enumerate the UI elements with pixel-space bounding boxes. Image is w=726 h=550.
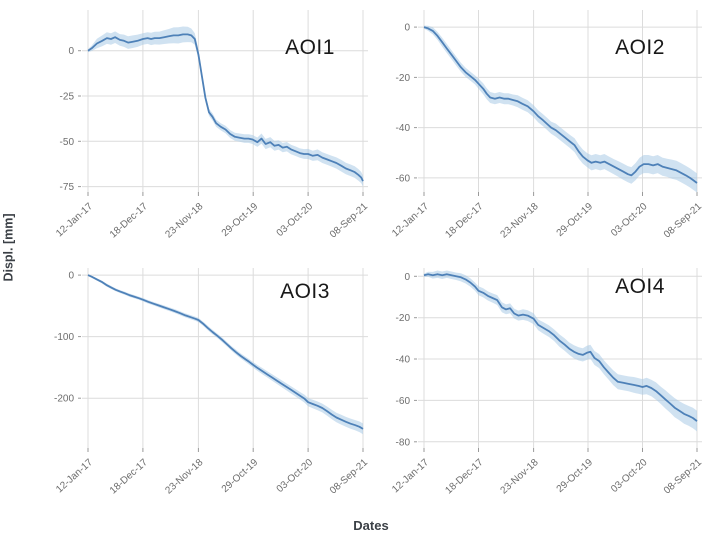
svg-text:12-Jan-17: 12-Jan-17 (54, 201, 95, 240)
svg-text:08-Sep-21: 08-Sep-21 (662, 201, 704, 241)
svg-text:-60: -60 (396, 173, 411, 184)
svg-text:08-Sep-21: 08-Sep-21 (662, 457, 704, 497)
svg-text:29-Oct-19: 29-Oct-19 (555, 457, 596, 495)
aoi4-line-chart: 0 -20 -40 -60 -80 12-Jan-17 18-Dec-17 23-Nov-18… (390, 268, 704, 497)
chart-panel-aoi1: 0 -25 -50 -75 12-Jan-17 18-Dec-17 23-Nov-18 29-… (0, 0, 370, 265)
chart-title-aoi4: AOI4 (615, 275, 665, 298)
svg-text:03-Oct-20: 03-Oct-20 (275, 457, 316, 495)
svg-text:23-Nov-18: 23-Nov-18 (163, 457, 205, 497)
svg-text:23-Nov-18: 23-Nov-18 (499, 457, 541, 497)
svg-text:-40: -40 (396, 355, 411, 366)
svg-text:-60: -60 (396, 396, 411, 407)
chart-title-aoi3: AOI3 (280, 280, 330, 303)
svg-text:0: 0 (68, 46, 74, 57)
svg-text:18-Dec-17: 18-Dec-17 (108, 457, 150, 497)
svg-text:12-Jan-17: 12-Jan-17 (390, 457, 431, 496)
svg-text:-75: -75 (60, 182, 75, 193)
svg-text:18-Dec-17: 18-Dec-17 (443, 457, 485, 497)
aoi3-line-chart: 0 -100 -200 12-Jan-17 18-Dec-17 23-Nov-18 29-O… (54, 268, 370, 497)
svg-text:18-Dec-17: 18-Dec-17 (108, 201, 150, 241)
svg-text:-80: -80 (396, 437, 411, 448)
svg-text:29-Oct-19: 29-Oct-19 (220, 201, 261, 239)
aoi2-line-chart: 0 -20 -40 -60 12-Jan-17 18-Dec-17 23-Nov-18 29-… (390, 10, 704, 241)
svg-text:29-Oct-19: 29-Oct-19 (555, 201, 596, 239)
svg-text:29-Oct-19: 29-Oct-19 (220, 457, 261, 495)
chart-title-aoi1: AOI1 (285, 36, 335, 59)
svg-text:-25: -25 (60, 92, 75, 103)
svg-text:0: 0 (68, 271, 74, 282)
svg-text:03-Oct-20: 03-Oct-20 (609, 457, 650, 495)
svg-text:-20: -20 (396, 313, 411, 324)
svg-text:03-Oct-20: 03-Oct-20 (275, 201, 316, 239)
chart-title-aoi2: AOI2 (615, 36, 665, 59)
chart-panel-aoi3: 0 -100 -200 12-Jan-17 18-Dec-17 23-Nov-18 29-O… (0, 265, 370, 515)
svg-text:-20: -20 (396, 73, 411, 84)
svg-text:18-Dec-17: 18-Dec-17 (443, 201, 485, 241)
svg-text:12-Jan-17: 12-Jan-17 (54, 457, 95, 496)
svg-text:-200: -200 (54, 394, 74, 405)
x-axis-label: Dates (353, 518, 389, 533)
svg-text:23-Nov-18: 23-Nov-18 (499, 201, 541, 241)
svg-text:0: 0 (404, 23, 410, 34)
chart-panel-aoi4: 0 -20 -40 -60 -80 12-Jan-17 18-Dec-17 23-Nov-18… (370, 265, 726, 515)
svg-text:12-Jan-17: 12-Jan-17 (390, 201, 431, 240)
svg-text:08-Sep-21: 08-Sep-21 (328, 201, 370, 241)
chart-panel-aoi2: 0 -20 -40 -60 12-Jan-17 18-Dec-17 23-Nov-18 29-… (370, 0, 726, 265)
svg-text:-100: -100 (54, 332, 74, 343)
svg-text:-40: -40 (396, 123, 411, 134)
svg-text:-50: -50 (60, 137, 75, 148)
svg-text:0: 0 (404, 272, 410, 283)
svg-text:08-Sep-21: 08-Sep-21 (328, 457, 370, 497)
svg-text:03-Oct-20: 03-Oct-20 (609, 201, 650, 239)
svg-text:23-Nov-18: 23-Nov-18 (163, 201, 205, 241)
aoi1-line-chart: 0 -25 -50 -75 12-Jan-17 18-Dec-17 23-Nov-18 29-… (54, 10, 370, 241)
